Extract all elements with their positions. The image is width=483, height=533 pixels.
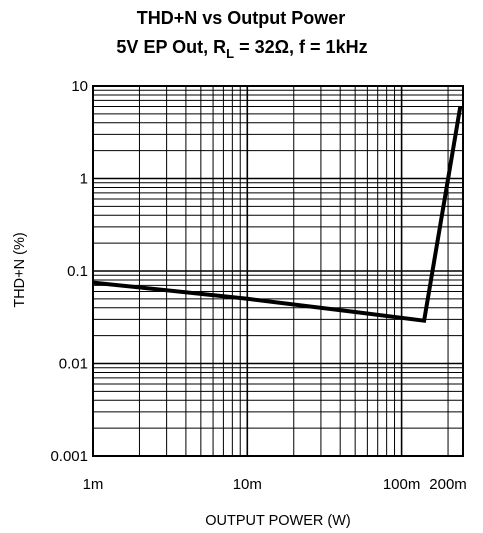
series-line	[92, 106, 463, 323]
y-axis-label: THD+N (%)	[12, 232, 28, 307]
x-tick-label: 100m	[383, 476, 421, 493]
series	[92, 106, 463, 323]
grid	[92, 85, 463, 457]
x-tick-label: 1m	[83, 476, 104, 493]
y-tick-label: 0.1	[67, 263, 88, 280]
chart-subtitle-rest: = 32Ω, f = 1kHz	[234, 37, 368, 57]
chart-subtitle-subscript: L	[226, 46, 234, 61]
y-tick-label: 1	[80, 171, 88, 188]
x-tick-label: 10m	[233, 476, 262, 493]
y-tick-label: 10	[71, 78, 88, 95]
y-tick-label: 0.001	[50, 448, 88, 465]
tick-labels: 1m 10m 100m 200m 0.001 0.01 0.1 1 10	[50, 78, 466, 493]
plot-frame	[92, 85, 464, 457]
chart-subtitle-main: 5V EP Out, R	[116, 37, 226, 57]
chart-subtitle: 5V EP Out, RL = 32Ω, f = 1kHz	[116, 37, 367, 61]
x-axis-label: OUTPUT POWER (W)	[205, 513, 351, 529]
chart-title: THD+N vs Output Power	[137, 8, 346, 28]
y-tick-label: 0.01	[59, 356, 88, 373]
x-tick-label: 200m	[429, 476, 467, 493]
